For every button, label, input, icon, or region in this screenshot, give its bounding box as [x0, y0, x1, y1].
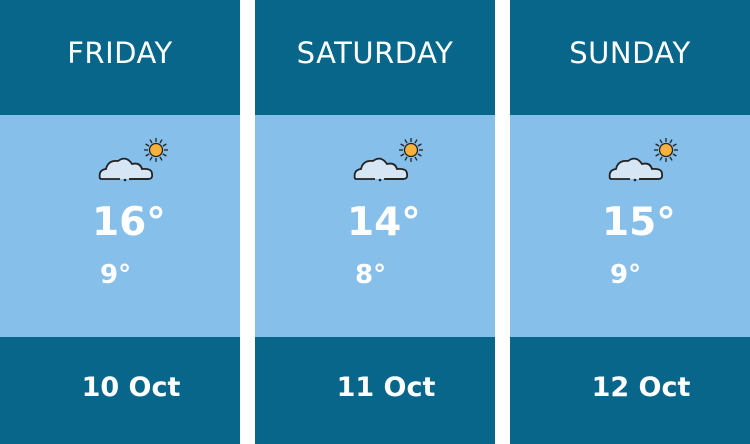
high-temp: 14° — [347, 200, 421, 245]
high-temp: 16° — [92, 200, 166, 245]
partly-cloudy-icon — [98, 138, 168, 182]
high-temp: 15° — [602, 200, 676, 245]
day-footer — [255, 337, 495, 444]
day-card-saturday: SATURDAY 14° 8° 11 Oct — [255, 0, 495, 444]
day-body — [255, 115, 495, 337]
day-card-sunday: SUNDAY 15° 9° 12 Oct — [510, 0, 750, 444]
day-header: SUNDAY — [510, 0, 750, 115]
day-name: SATURDAY — [296, 36, 454, 70]
day-body — [0, 115, 240, 337]
date-label: 10 Oct — [81, 372, 181, 403]
day-header: SATURDAY — [255, 0, 495, 115]
day-card-friday: FRIDAY 16° 9° 10 Oct — [0, 0, 240, 444]
day-name: SUNDAY — [569, 36, 691, 70]
day-body — [510, 115, 750, 337]
partly-cloudy-icon — [608, 138, 678, 182]
date-label: 12 Oct — [591, 372, 691, 403]
low-temp: 9° — [100, 260, 132, 290]
low-temp: 8° — [355, 260, 387, 290]
date-label: 11 Oct — [336, 372, 436, 403]
day-name: FRIDAY — [67, 36, 173, 70]
low-temp: 9° — [610, 260, 642, 290]
day-footer — [0, 337, 240, 444]
partly-cloudy-icon — [353, 138, 423, 182]
day-footer — [510, 337, 750, 444]
day-header: FRIDAY — [0, 0, 240, 115]
